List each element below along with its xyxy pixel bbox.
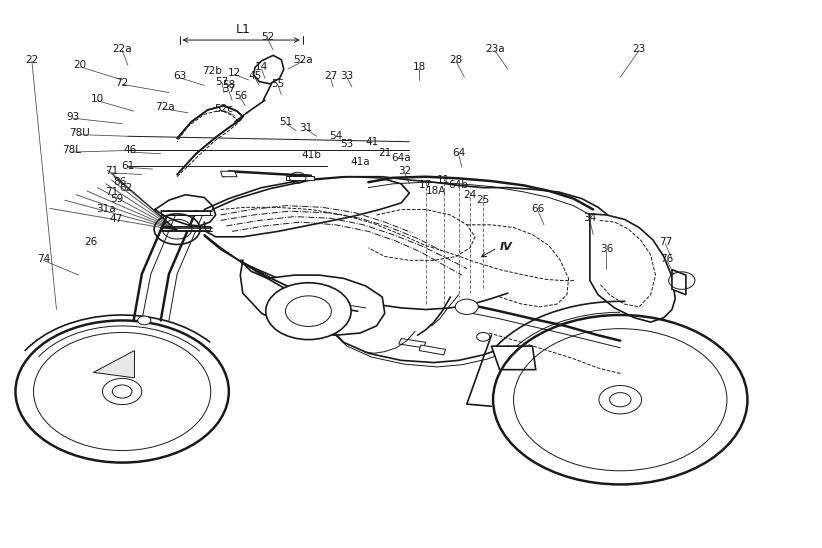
- Text: 76: 76: [660, 254, 674, 264]
- Text: 21: 21: [378, 147, 391, 158]
- Text: 64: 64: [452, 147, 465, 158]
- Circle shape: [113, 385, 132, 398]
- Text: 71: 71: [105, 187, 118, 197]
- Text: 56: 56: [233, 92, 247, 101]
- Polygon shape: [240, 260, 385, 335]
- Text: 11: 11: [437, 175, 450, 185]
- Text: L1: L1: [235, 22, 250, 36]
- Polygon shape: [399, 339, 426, 348]
- Text: 31: 31: [299, 123, 312, 133]
- Text: 37: 37: [222, 84, 235, 94]
- Text: 54: 54: [329, 132, 342, 141]
- Text: 41a: 41a: [350, 157, 370, 167]
- Text: 14: 14: [255, 62, 268, 72]
- Text: 52: 52: [261, 32, 274, 42]
- Circle shape: [138, 316, 151, 325]
- Text: 57: 57: [215, 77, 229, 87]
- Polygon shape: [590, 214, 675, 322]
- Polygon shape: [161, 211, 210, 215]
- Text: 41: 41: [365, 136, 378, 147]
- Polygon shape: [94, 351, 135, 378]
- Circle shape: [266, 283, 351, 340]
- Text: 74: 74: [37, 254, 50, 264]
- Text: 78U: 78U: [69, 128, 90, 138]
- Text: 64a: 64a: [391, 153, 411, 163]
- Text: 59: 59: [111, 193, 124, 203]
- Text: IV: IV: [500, 242, 512, 252]
- Text: 20: 20: [74, 60, 87, 70]
- Text: 66: 66: [532, 204, 545, 214]
- Text: 32: 32: [398, 166, 411, 176]
- Text: 12: 12: [228, 68, 241, 78]
- Text: 27: 27: [324, 71, 337, 81]
- Polygon shape: [492, 346, 536, 370]
- Text: 61: 61: [122, 161, 135, 171]
- Text: 24: 24: [464, 190, 477, 199]
- Text: 17: 17: [419, 180, 432, 191]
- Polygon shape: [161, 226, 210, 230]
- Text: 52c: 52c: [215, 104, 233, 114]
- Text: 34: 34: [584, 213, 597, 223]
- Text: 53: 53: [340, 139, 353, 149]
- Text: 23a: 23a: [485, 44, 505, 54]
- Text: 93: 93: [67, 112, 80, 122]
- Text: 18A: 18A: [426, 186, 446, 196]
- Text: 31a: 31a: [96, 204, 116, 214]
- Circle shape: [455, 299, 478, 315]
- Text: 22a: 22a: [113, 44, 132, 54]
- Text: 33: 33: [340, 71, 353, 81]
- Text: 18: 18: [413, 62, 426, 72]
- Text: 28: 28: [450, 55, 463, 65]
- Polygon shape: [419, 345, 446, 355]
- Text: 41b: 41b: [301, 150, 321, 160]
- Text: 72b: 72b: [202, 66, 222, 76]
- Text: 51: 51: [279, 117, 293, 127]
- Text: 71: 71: [105, 166, 118, 176]
- Text: 45: 45: [248, 71, 261, 81]
- Text: 58: 58: [222, 81, 235, 90]
- Text: 26: 26: [85, 237, 98, 247]
- Text: 72: 72: [116, 78, 129, 88]
- Polygon shape: [253, 55, 284, 84]
- Polygon shape: [220, 171, 237, 176]
- Text: 22: 22: [25, 55, 39, 65]
- Text: 77: 77: [658, 237, 672, 247]
- Text: 47: 47: [109, 214, 122, 224]
- Text: 52a: 52a: [293, 55, 312, 65]
- Text: 86: 86: [113, 177, 127, 187]
- Text: 46: 46: [124, 145, 137, 156]
- Text: 64b: 64b: [449, 180, 469, 191]
- Text: 25: 25: [477, 195, 490, 205]
- Circle shape: [610, 392, 631, 407]
- Text: 23: 23: [632, 44, 646, 54]
- Text: 10: 10: [91, 94, 104, 104]
- Text: 55: 55: [271, 79, 284, 89]
- Text: 62: 62: [119, 182, 132, 193]
- Text: 72a: 72a: [155, 102, 174, 112]
- Polygon shape: [286, 175, 314, 180]
- Text: 78L: 78L: [62, 145, 81, 156]
- Text: 36: 36: [600, 244, 613, 254]
- Text: 63: 63: [173, 71, 187, 81]
- Polygon shape: [672, 270, 686, 295]
